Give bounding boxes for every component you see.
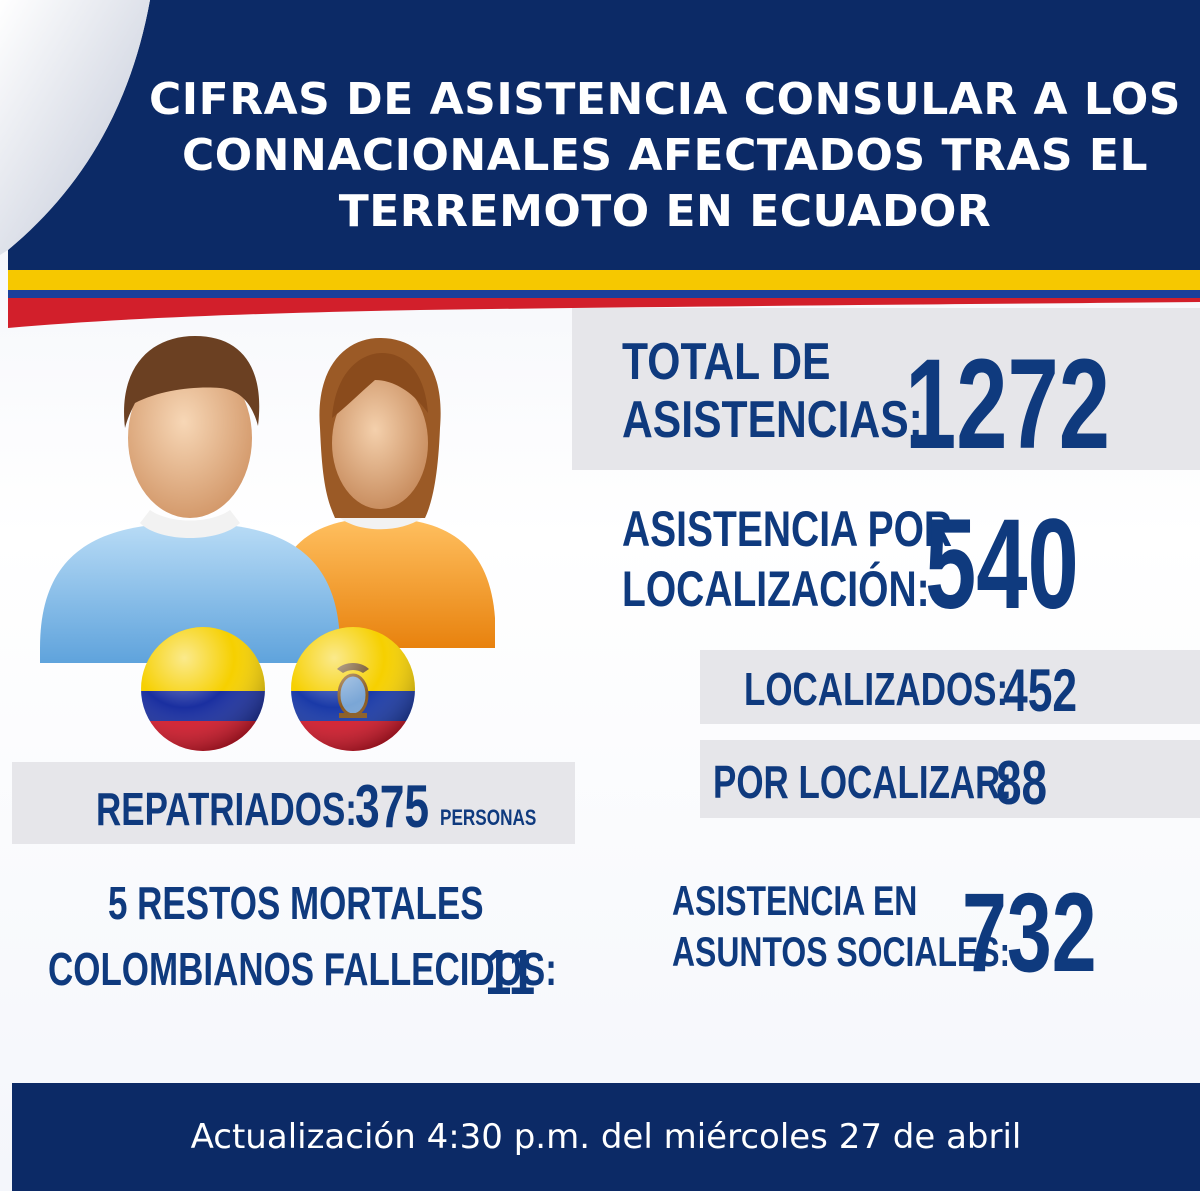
sociales-value: 732	[962, 870, 1097, 995]
localizacion-label-line1: ASISTENCIA POR	[622, 501, 953, 557]
total-label-line1: TOTAL DE	[622, 333, 831, 391]
header-banner	[0, 0, 1200, 328]
total-panel	[572, 308, 1200, 470]
restos-line1: 5 RESTOS MORTALES	[108, 877, 484, 929]
por-localizar-value: 88	[996, 749, 1048, 818]
localizacion-value: 540	[925, 493, 1079, 636]
repatriados-value-wrap: 375	[355, 772, 455, 841]
por-localizar-label-wrap: POR LOCALIZAR:	[713, 755, 1107, 809]
por-localizar-label: POR LOCALIZAR:	[713, 756, 1013, 808]
restos-line2: COLOMBIANOS FALLECIDOS:	[48, 943, 557, 995]
sociales-line1-wrap: ASISTENCIA EN	[672, 877, 995, 925]
colombia-flag-icon	[141, 627, 265, 751]
por-localizar-value-wrap: 88	[996, 748, 1065, 819]
localizacion-label: ASISTENCIA POR LOCALIZACIÓN:	[622, 500, 1045, 618]
total-label: TOTAL DE ASISTENCIAS:	[622, 332, 989, 450]
people-icon	[40, 336, 495, 663]
footer-bar: Actualización 4:30 p.m. del miércoles 27…	[12, 1083, 1200, 1191]
localizacion-label-line2: LOCALIZACIÓN:	[622, 561, 930, 617]
localizacion-value-wrap: 540	[925, 493, 1139, 636]
repatriados-value: 375	[355, 773, 430, 840]
repatriados-unit-wrap: PERSONAS	[440, 805, 563, 831]
restos-line1-wrap: 5 RESTOS MORTALES	[108, 876, 602, 930]
localizados-panel	[700, 650, 1200, 724]
ecuador-flag-icon	[291, 627, 415, 751]
localizados-label-wrap: LOCALIZADOS:	[744, 662, 1092, 716]
repatriados-label-wrap: REPATRIADOS:	[96, 782, 439, 836]
total-value: 1272	[905, 333, 1111, 476]
sociales-label-line2: ASUNTOS SOCIALES:	[672, 928, 1011, 975]
por-localizar-panel	[700, 740, 1200, 818]
repatriados-unit: PERSONAS	[440, 805, 537, 830]
total-value-wrap: 1272	[905, 333, 1190, 476]
localizados-value-wrap: 452	[1003, 656, 1103, 725]
update-timestamp: Actualización 4:30 p.m. del miércoles 27…	[190, 1117, 1022, 1157]
repatriados-label: REPATRIADOS:	[96, 783, 357, 835]
sociales-value-wrap: 732	[962, 870, 1149, 995]
restos-line2-wrap: COLOMBIANOS FALLECIDOS:	[48, 942, 718, 996]
page-title: CIFRAS DE ASISTENCIA CONSULAR A LOS CONN…	[149, 74, 1181, 237]
total-label-line2: ASISTENCIAS:	[622, 391, 923, 449]
localizados-label: LOCALIZADOS:	[744, 663, 1009, 715]
sociales-line2-wrap: ASUNTOS SOCIALES:	[672, 928, 1117, 976]
restos-value: 11	[485, 936, 536, 1008]
repatriados-panel	[12, 762, 575, 844]
restos-value-wrap: 11	[485, 935, 553, 1009]
sociales-label-line1: ASISTENCIA EN	[672, 877, 918, 924]
localizados-value: 452	[1003, 657, 1078, 724]
